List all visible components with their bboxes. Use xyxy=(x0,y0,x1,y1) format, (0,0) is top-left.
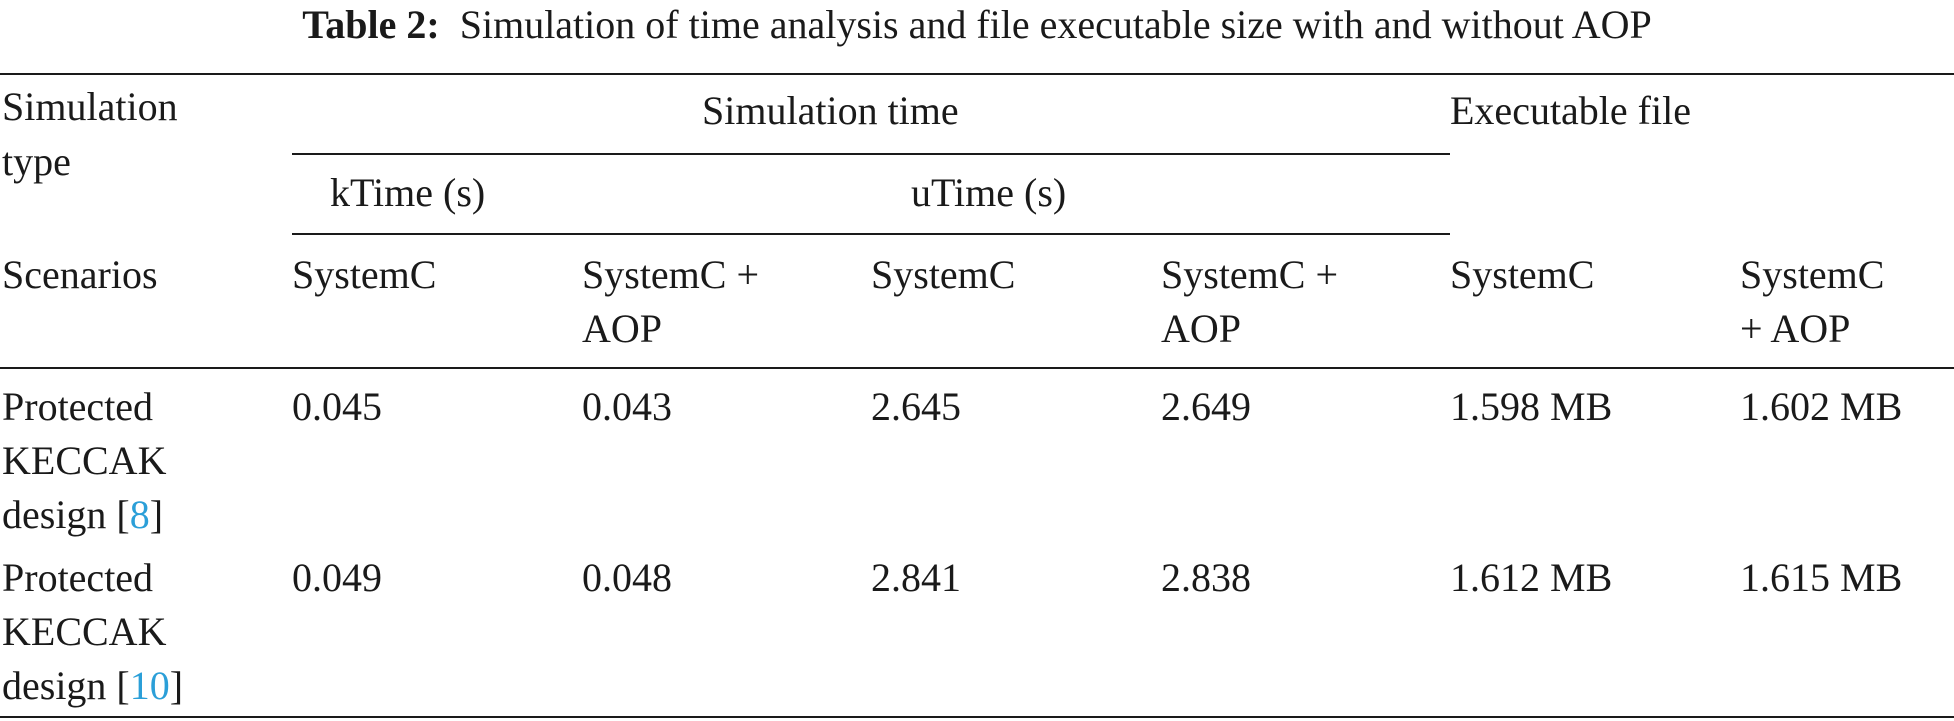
col-header-ktime-systemc-aop-line1: SystemC + xyxy=(582,252,760,297)
header-simulation-time: Simulation time xyxy=(702,88,959,133)
header-scenarios: Scenarios xyxy=(2,252,158,297)
cell-exec-systemc-aop: 1.602 MB xyxy=(1740,384,1903,429)
col-header-exec-systemc: SystemC xyxy=(1450,252,1595,297)
cell-exec-systemc: 1.612 MB xyxy=(1450,555,1613,600)
cell-utime-systemc: 2.841 xyxy=(871,555,961,600)
col-header-utime-systemc-aop-line1: SystemC + xyxy=(1161,252,1339,297)
table-caption-label: Table 2: xyxy=(302,2,440,47)
table-bottom-rule xyxy=(0,716,1954,718)
table-top-rule xyxy=(0,73,1954,75)
header-simulation-type-line1: Simulation xyxy=(2,84,178,129)
col-header-exec-systemc-aop-line2: + AOP xyxy=(1740,306,1851,351)
row-name-line3: design [10] xyxy=(2,659,183,713)
cell-utime-systemc-aop: 2.649 xyxy=(1161,384,1251,429)
row-name-line2: KECCAK xyxy=(2,438,167,483)
row-name-bracket: ] xyxy=(149,492,164,537)
header-bottom-rule xyxy=(0,367,1954,369)
cell-ktime-systemc: 0.049 xyxy=(292,555,382,600)
cell-ktime-systemc-aop: 0.043 xyxy=(582,384,672,429)
cell-utime-systemc: 2.645 xyxy=(871,384,961,429)
row-name-line3: design [8] xyxy=(2,488,163,542)
row-name-line1: Protected xyxy=(2,384,154,429)
col-header-ktime-systemc-aop-line2: AOP xyxy=(582,306,663,351)
col-header-ktime-systemc: SystemC xyxy=(292,252,437,297)
cell-exec-systemc: 1.598 MB xyxy=(1450,384,1613,429)
row-name-line1: Protected xyxy=(2,555,154,600)
reference-link[interactable]: 10 xyxy=(129,663,170,708)
col-header-utime-systemc-aop-line2: AOP xyxy=(1161,306,1242,351)
header-utime: uTime (s) xyxy=(911,170,1067,215)
row-name-bracket: ] xyxy=(169,663,184,708)
table-caption: Table 2: Simulation of time analysis and… xyxy=(0,2,1954,48)
table-caption-text: Simulation of time analysis and file exe… xyxy=(459,2,1652,47)
cell-ktime-systemc: 0.045 xyxy=(292,384,382,429)
row-name-line2: KECCAK xyxy=(2,609,167,654)
header-simulation-type-line2: type xyxy=(2,139,71,184)
row-name-text: design [ xyxy=(2,663,130,708)
time-subheader-underline xyxy=(292,233,1450,235)
col-header-utime-systemc: SystemC xyxy=(871,252,1016,297)
simulation-time-underline xyxy=(292,153,1450,155)
cell-utime-systemc-aop: 2.838 xyxy=(1161,555,1251,600)
row-name-text: design [ xyxy=(2,492,130,537)
header-executable-file: Executable file xyxy=(1450,88,1691,133)
header-ktime: kTime (s) xyxy=(330,170,486,215)
cell-exec-systemc-aop: 1.615 MB xyxy=(1740,555,1903,600)
col-header-exec-systemc-aop-line1: SystemC xyxy=(1740,252,1885,297)
cell-ktime-systemc-aop: 0.048 xyxy=(582,555,672,600)
reference-link[interactable]: 8 xyxy=(129,492,150,537)
